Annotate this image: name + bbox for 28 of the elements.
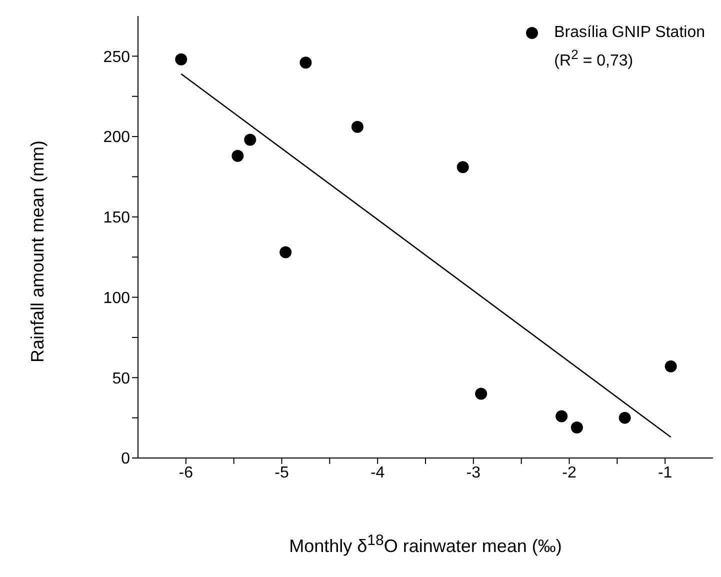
y-tick-label: 200 bbox=[103, 129, 130, 146]
y-tick-label: 150 bbox=[103, 210, 130, 227]
point bbox=[664, 360, 677, 372]
point bbox=[618, 412, 631, 424]
point bbox=[570, 421, 583, 434]
point bbox=[456, 161, 469, 174]
y-tick-label: 250 bbox=[103, 48, 130, 66]
point bbox=[175, 53, 188, 66]
y-tick-label: 50 bbox=[112, 370, 130, 388]
point bbox=[232, 150, 244, 162]
x-axis-title: Monthly δ$^{18}$O rainwater mean (‰) bbox=[288, 532, 563, 557]
x-tick-label: -6 bbox=[178, 464, 194, 482]
point bbox=[351, 120, 364, 133]
x-tick-label: -4 bbox=[370, 464, 385, 482]
point bbox=[280, 246, 292, 258]
y-axis-title: Rainfall amount mean (mm) bbox=[28, 139, 48, 365]
x-tick-label: -3 bbox=[466, 464, 481, 482]
x-tick-label: -2 bbox=[562, 464, 576, 482]
annotation: (R$^{2}$ = 0,73) bbox=[554, 46, 634, 72]
point bbox=[475, 388, 488, 400]
x-tick-label: -1 bbox=[658, 464, 672, 482]
point bbox=[556, 410, 568, 422]
point bbox=[244, 134, 256, 146]
point bbox=[300, 56, 312, 69]
y-tick-label: 100 bbox=[103, 290, 130, 307]
y-tick-label: 0 bbox=[121, 450, 130, 468]
x-tick-label: -5 bbox=[274, 464, 289, 482]
legend-label: Brasília GNIP Station bbox=[554, 23, 705, 43]
